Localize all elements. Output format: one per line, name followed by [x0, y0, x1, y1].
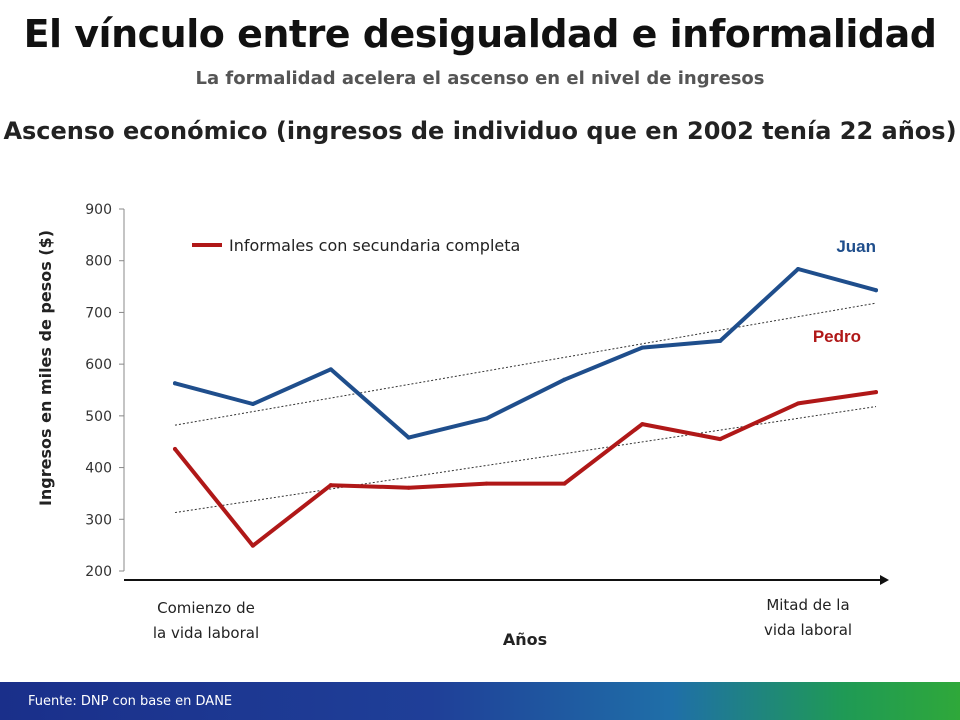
y-tick-label: 300 [85, 512, 112, 528]
data-point-juan [562, 377, 567, 382]
series-line-pedro [173, 390, 878, 548]
data-point-pedro [718, 437, 723, 442]
data-point-pedro [562, 481, 567, 486]
data-point-juan [406, 435, 411, 440]
data-point-pedro [874, 390, 878, 395]
x-axis-label: Años [503, 630, 547, 649]
x-end-label: vida laboral [764, 621, 852, 639]
x-start-label: Comienzo de [157, 599, 255, 617]
page-title: El vínculo entre desigualdad e informali… [23, 12, 937, 56]
series-line-juan [173, 267, 878, 440]
y-tick-label: 600 [85, 357, 112, 373]
line-chart: 200 300 400 500 600 700 800 900 Ingresos en mile… [36, 202, 889, 649]
data-point-pedro [328, 483, 333, 488]
chart-title: Ascenso económico (ingresos de individuo… [3, 117, 957, 145]
y-tick-label: 700 [85, 305, 112, 321]
data-point-pedro [640, 422, 645, 427]
data-point-juan [484, 416, 489, 421]
series-label-juan: Juan [836, 237, 876, 256]
data-point-juan [173, 381, 177, 386]
data-point-juan [874, 288, 878, 293]
y-tick-label: 500 [85, 409, 112, 425]
x-axis-arrowhead [880, 575, 889, 585]
trendline-juan [174, 302, 877, 426]
data-point-pedro [250, 543, 255, 548]
data-point-pedro [173, 446, 177, 451]
trendline-pedro [174, 406, 877, 514]
data-point-juan [640, 345, 645, 350]
y-tick-label: 900 [85, 202, 112, 218]
data-point-pedro [406, 485, 411, 490]
y-axis-label: Ingresos en miles de pesos ($) [36, 230, 55, 506]
data-point-juan [328, 367, 333, 372]
data-point-juan [796, 266, 801, 271]
y-tick-label: 800 [85, 254, 112, 270]
x-start-label: la vida laboral [153, 624, 259, 642]
legend-label: Informales con secundaria completa [229, 236, 520, 255]
page-subtitle: La formalidad acelera el ascenso en el n… [195, 68, 765, 89]
series-label-pedro: Pedro [813, 327, 861, 346]
source-note: Fuente: DNP con base en DANE [28, 694, 233, 709]
data-point-juan [718, 338, 723, 343]
footer-bar: Fuente: DNP con base en DANE [0, 682, 960, 720]
data-point-juan [250, 401, 255, 406]
data-point-pedro [484, 481, 489, 486]
data-point-pedro [796, 401, 801, 406]
x-end-label: Mitad de la [766, 596, 849, 614]
y-tick-label: 400 [85, 461, 112, 477]
y-tick-label: 200 [85, 564, 112, 580]
